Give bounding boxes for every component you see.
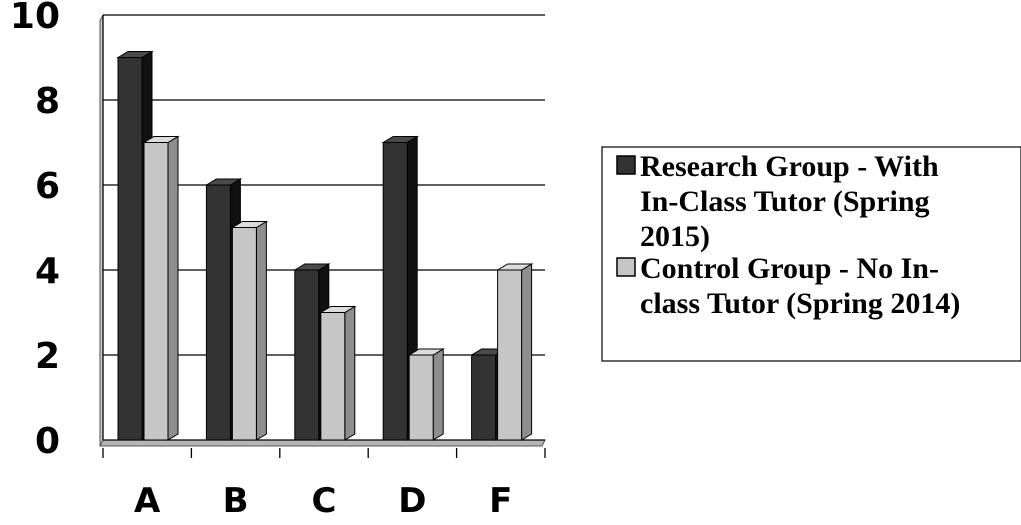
bar-front xyxy=(143,142,169,441)
bar-c-series-2 xyxy=(318,305,357,441)
x-tick-label: F xyxy=(489,481,512,521)
floor xyxy=(99,439,546,447)
legend-swatch-series-1 xyxy=(616,155,636,175)
y-tick-label: 8 xyxy=(35,81,60,122)
bar-b-series-2 xyxy=(230,220,269,441)
y-tick-label: 10 xyxy=(10,0,60,37)
bar-a-series-2 xyxy=(142,135,180,441)
bar-front xyxy=(497,269,523,441)
bar-front xyxy=(408,354,434,441)
legend-swatch-series-2 xyxy=(616,257,636,277)
x-tick-label: B xyxy=(223,481,249,521)
bar-side xyxy=(344,305,356,441)
y-tick-label: 0 xyxy=(35,421,60,462)
legend-label: class Tutor (Spring 2014) xyxy=(640,287,960,320)
bar-f-series-2 xyxy=(495,263,534,441)
legend-label: 2015) xyxy=(640,220,710,253)
bars xyxy=(116,50,534,441)
bar-d-series-2 xyxy=(407,348,446,441)
legend-box xyxy=(601,146,1021,362)
bar-side xyxy=(432,348,444,441)
legend-label: In-Class Tutor (Spring xyxy=(640,185,930,218)
legend-label: Research Group - With xyxy=(640,150,939,183)
bar-front xyxy=(294,269,320,441)
bar-front xyxy=(205,184,231,441)
bar-side xyxy=(167,135,179,441)
bar-front xyxy=(382,142,408,441)
bar-side xyxy=(255,220,267,441)
y-axis-ticks: 0 2 4 6 8 10 xyxy=(10,0,60,462)
x-tick-label: C xyxy=(312,481,337,521)
x-tick-label: D xyxy=(398,481,426,521)
y-tick-label: 2 xyxy=(35,336,60,377)
bar-front xyxy=(471,354,497,441)
bar-front xyxy=(231,227,257,441)
y-tick-label: 4 xyxy=(35,251,60,292)
y-tick-label: 6 xyxy=(35,166,60,207)
x-tick-label: A xyxy=(134,481,161,521)
bar-front xyxy=(117,57,143,441)
bar-c-series-1 xyxy=(292,263,331,441)
bar-side xyxy=(521,263,533,441)
legend-label: Control Group - No In- xyxy=(640,252,939,285)
bar-front xyxy=(320,312,346,441)
